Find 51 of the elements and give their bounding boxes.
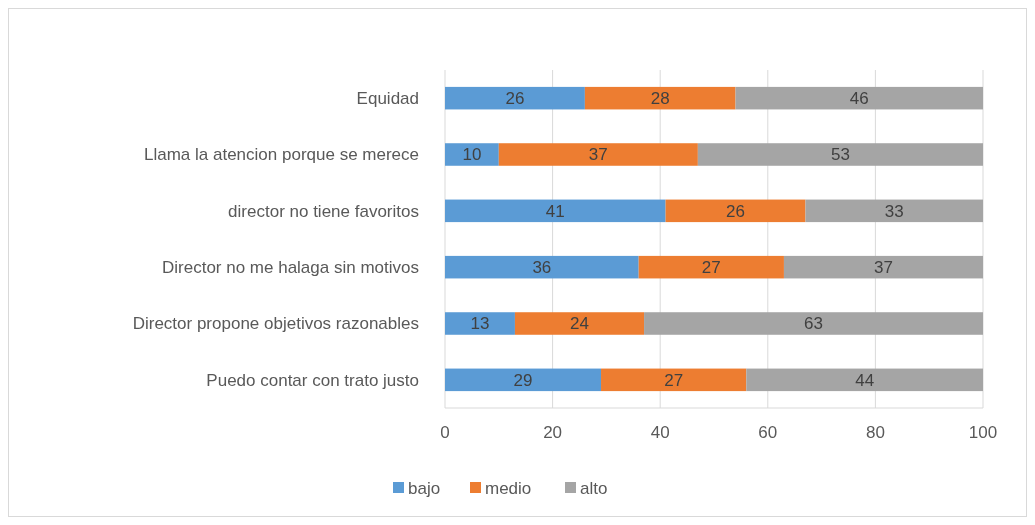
- bar: [697, 143, 983, 166]
- y-tick-label: Puedo contar con trato justo: [206, 370, 419, 390]
- y-tick-label: Director no me halaga sin motivos: [161, 258, 419, 278]
- legend-label: medio: [485, 478, 532, 498]
- bar: [445, 86, 585, 110]
- x-tick-label: 0: [440, 423, 450, 442]
- bar: [445, 143, 499, 166]
- data-label: 26: [505, 89, 525, 109]
- bar: [783, 255, 983, 279]
- data-label: 24: [570, 314, 589, 334]
- bar: [514, 312, 645, 335]
- data-label: 36: [532, 258, 552, 278]
- data-label: 41: [545, 201, 565, 221]
- x-tick-label: 60: [758, 423, 778, 442]
- y-tick-label: Equidad: [356, 89, 419, 109]
- bar: [445, 199, 666, 223]
- bar: [665, 199, 806, 223]
- data-label: 10: [462, 145, 482, 165]
- bar: [601, 368, 747, 392]
- data-label: 37: [874, 258, 893, 278]
- x-tick-label: 80: [865, 423, 885, 442]
- bar: [445, 312, 515, 335]
- data-label: 63: [804, 314, 823, 334]
- bar: [638, 255, 784, 279]
- data-label: 33: [884, 201, 904, 221]
- bar: [735, 86, 983, 110]
- data-label: 28: [650, 89, 670, 109]
- data-label: 44: [855, 370, 875, 390]
- data-label: 27: [701, 258, 721, 278]
- data-label: 13: [470, 314, 490, 334]
- data-label: 29: [513, 370, 533, 390]
- y-tick-label: Llama la atencion porque se merece: [144, 145, 419, 165]
- x-tick-label: 100: [968, 423, 998, 442]
- y-tick-label: director no tiene favoritos: [228, 201, 419, 221]
- bar: [805, 199, 983, 223]
- legend-label: bajo: [408, 478, 441, 498]
- x-tick-label: 40: [650, 423, 670, 442]
- data-label: 26: [726, 201, 745, 221]
- bar: [584, 86, 736, 110]
- data-label: 46: [849, 89, 869, 109]
- legend-label: alto: [580, 478, 608, 498]
- data-label: 53: [830, 145, 850, 165]
- x-tick-label: 20: [543, 423, 563, 442]
- bar: [445, 368, 602, 392]
- bar: [498, 143, 698, 166]
- y-tick-label: Director propone objetivos razonables: [132, 314, 419, 334]
- bar: [445, 255, 639, 279]
- bar: [746, 368, 983, 392]
- bar: [644, 312, 983, 335]
- data-label: 27: [664, 370, 684, 390]
- data-label: 37: [588, 145, 608, 165]
